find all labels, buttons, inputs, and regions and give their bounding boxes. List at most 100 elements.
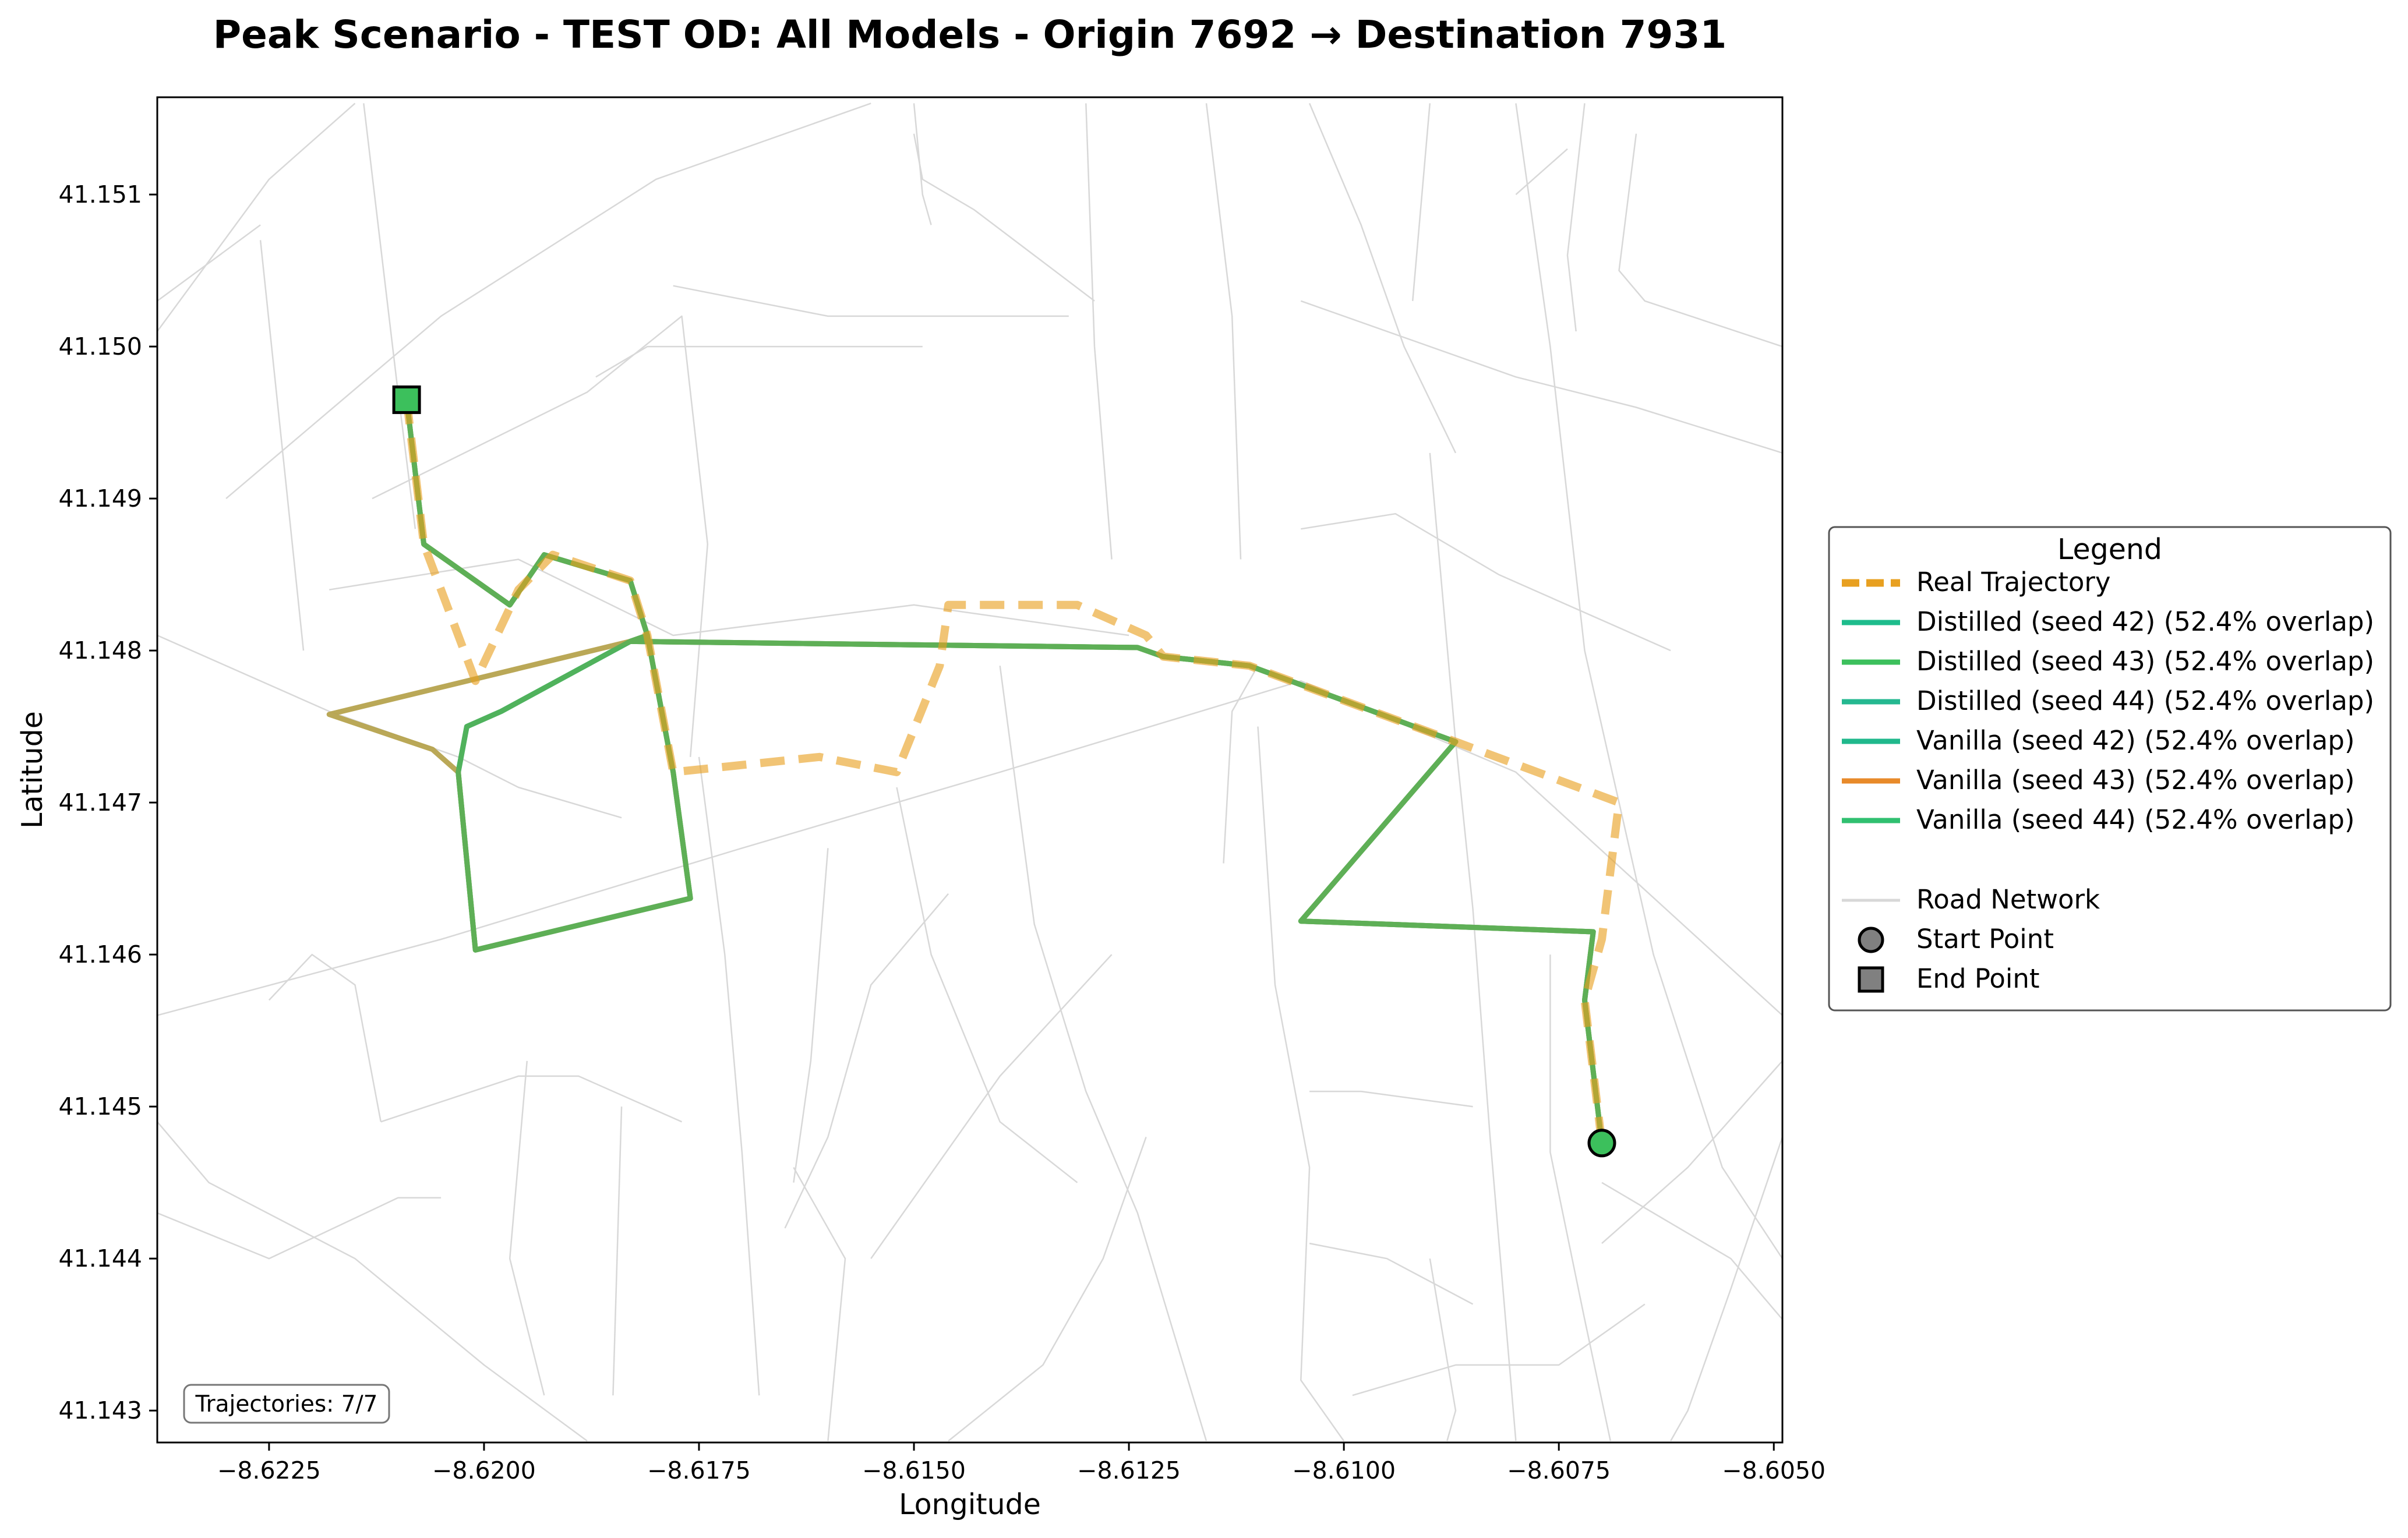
road-segment — [157, 102, 356, 332]
road-segment — [1205, 103, 1242, 560]
end-point-marker — [392, 385, 421, 414]
od-markers — [392, 385, 1616, 1158]
plot-area — [156, 96, 1784, 1444]
legend-swatch-square — [1858, 966, 1884, 993]
x-tick-label: −8.6150 — [862, 1456, 966, 1484]
legend-entry: Real Trajectory — [1842, 567, 2111, 597]
plot-frame — [156, 96, 1784, 1444]
y-tick-label: 41.150 — [59, 333, 142, 360]
road-segment — [673, 285, 1069, 317]
start-point-marker — [1587, 1129, 1616, 1158]
road-segment — [1300, 300, 1782, 454]
y-axis-label: Latitude — [16, 711, 49, 829]
road-segment — [1257, 726, 1345, 1442]
y-tick-label: 41.143 — [59, 1396, 142, 1424]
road-segment — [1618, 133, 1782, 348]
x-tick-label: −8.6075 — [1507, 1456, 1611, 1484]
road-segment — [1309, 1090, 1473, 1108]
annotation-text: Trajectories: 7/7 — [195, 1391, 378, 1417]
legend-label: Vanilla (seed 42) (52.4% overlap) — [1916, 725, 2355, 756]
x-tick-label: −8.6125 — [1077, 1456, 1181, 1484]
road-segment — [595, 345, 923, 378]
legend-box — [1828, 526, 2392, 1012]
real-trajectory-line — [402, 399, 1623, 1144]
x-tick-label: −8.6100 — [1292, 1456, 1396, 1484]
x-axis-label: Longitude — [899, 1488, 1041, 1521]
y-tick-label: 41.147 — [59, 789, 142, 816]
road-segment — [157, 224, 261, 302]
road-segment — [1308, 102, 1457, 454]
road-segment — [1301, 512, 1671, 652]
road-segment — [157, 1121, 588, 1442]
road-segment — [698, 756, 760, 1396]
road-segment — [784, 893, 949, 1229]
x-axis-ticks: −8.6225 −8.6200 −8.6175 −8.6150 −8.6125 −8.61… — [217, 1442, 1826, 1484]
legend-entry: Vanilla (seed 43) (52.4% overlap) — [1842, 765, 2355, 795]
legend-entry: Road Network — [1842, 884, 2100, 915]
legend-entry: Distilled (seed 44) (52.4% overlap) — [1842, 685, 2374, 716]
road-segment — [1601, 1182, 1782, 1320]
road-segment — [1411, 103, 1431, 301]
legend-label: End Point — [1916, 963, 2040, 994]
y-tick-label: 41.146 — [59, 941, 142, 968]
road-segment — [372, 315, 709, 757]
y-tick-label: 41.144 — [59, 1244, 142, 1272]
legend-entry: End Point — [1858, 963, 2040, 994]
legend-title: Legend — [2057, 533, 2162, 566]
road-segment — [1429, 1258, 1457, 1441]
road-segment — [1352, 1303, 1646, 1396]
road-segment — [1601, 1060, 1782, 1244]
road-segment — [1223, 665, 1259, 864]
legend-label: Vanilla (seed 43) (52.4% overlap) — [1916, 765, 2355, 795]
real-trajectory — [402, 399, 1623, 1144]
annotation-box — [183, 1384, 390, 1424]
legend-entry: Distilled (seed 42) (52.4% overlap) — [1842, 606, 2374, 637]
legend-entry: Distilled (seed 43) (52.4% overlap) — [1842, 646, 2374, 677]
y-tick-label: 41.151 — [59, 181, 142, 208]
legend-label: Start Point — [1916, 924, 2054, 954]
x-tick-label: −8.6175 — [647, 1456, 751, 1484]
y-tick-label: 41.145 — [59, 1092, 142, 1120]
legend-swatch-circle — [1858, 927, 1884, 953]
road-segment — [1670, 1136, 1782, 1442]
road-segment — [1515, 103, 1782, 1259]
road-segment — [259, 240, 305, 651]
legend-entry: Start Point — [1858, 924, 2054, 954]
legend: Legend Real Trajectory Distilled (seed 42… — [1828, 526, 2392, 1012]
legend-label: Real Trajectory — [1916, 567, 2111, 597]
y-axis-ticks: 41.143 41.144 41.145 41.146 41.147 41.148 41.1… — [59, 181, 157, 1424]
road-segment — [380, 1075, 683, 1123]
road-segment — [1429, 452, 1517, 1441]
road-segment — [157, 1197, 442, 1260]
legend-entry: Vanilla (seed 42) (52.4% overlap) — [1842, 725, 2355, 756]
legend-label: Distilled (seed 44) (52.4% overlap) — [1916, 685, 2374, 716]
road-segment — [793, 1166, 846, 1441]
chart-title: Peak Scenario - TEST OD: All Models - Or… — [213, 12, 1727, 57]
model-routes — [326, 399, 1605, 1144]
road-segment — [157, 634, 622, 819]
y-tick-label: 41.148 — [59, 637, 142, 664]
road-segment — [1566, 103, 1586, 332]
route-overlap — [404, 399, 1605, 1144]
legend-label: Distilled (seed 43) (52.4% overlap) — [1916, 646, 2374, 677]
legend-entries: Real Trajectory Distilled (seed 42) (52.4… — [1842, 567, 2374, 994]
road-segment — [793, 848, 829, 1183]
x-tick-label: −8.6225 — [217, 1456, 321, 1484]
road-segment — [999, 666, 1207, 1441]
road-segment — [870, 954, 1113, 1259]
road-segment — [913, 103, 932, 225]
road-segment — [268, 953, 382, 1122]
road-segment — [1085, 103, 1113, 560]
road-segment — [896, 787, 1078, 1183]
y-tick-label: 41.149 — [59, 485, 142, 512]
road-segment — [1515, 148, 1568, 196]
trajectory-count-annotation: Trajectories: 7/7 — [183, 1384, 390, 1424]
road-segment — [612, 1106, 623, 1396]
x-tick-label: −8.6200 — [432, 1456, 536, 1484]
legend-label: Distilled (seed 42) (52.4% overlap) — [1916, 606, 2374, 637]
legend-entry: Vanilla (seed 44) (52.4% overlap) — [1842, 804, 2355, 835]
legend-label: Vanilla (seed 44) (52.4% overlap) — [1916, 804, 2355, 835]
road-segment — [509, 1060, 545, 1396]
road-segment — [1549, 954, 1612, 1441]
